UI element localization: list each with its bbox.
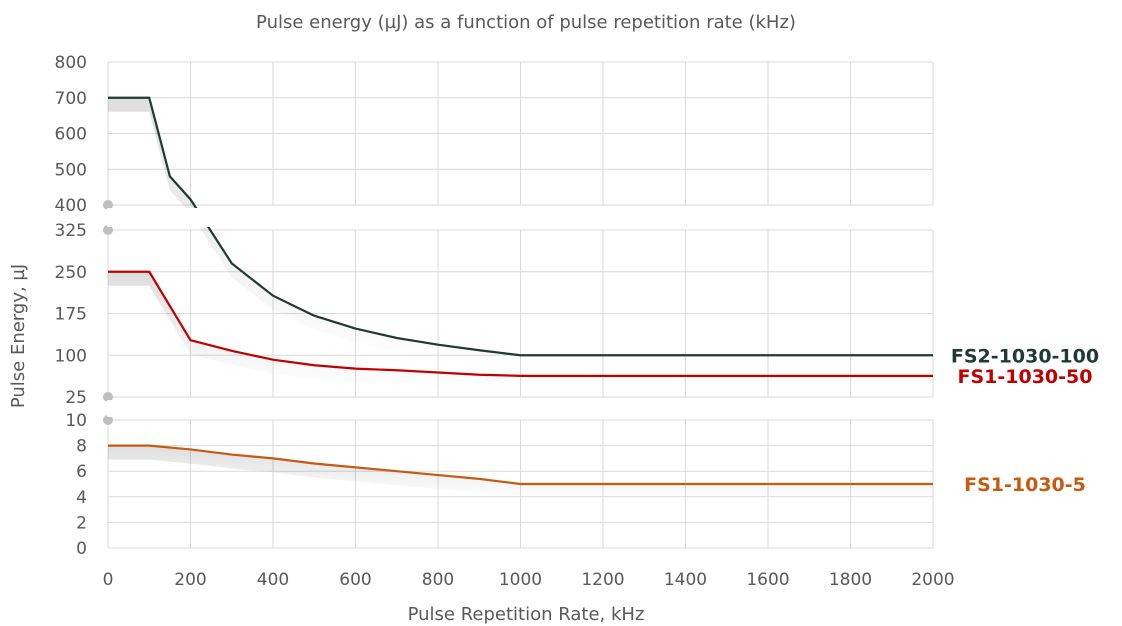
- y-tick-label: 6: [76, 462, 87, 482]
- chart-title: Pulse energy (µJ) as a function of pulse…: [256, 12, 796, 33]
- y-tick-label: 175: [55, 305, 87, 325]
- axis-break-marker: [103, 392, 113, 402]
- y-tick-label: 10: [65, 411, 87, 431]
- y-tick-label: 0: [76, 539, 87, 559]
- series-line-FS2-1030-100: [108, 96, 933, 357]
- x-tick-label: 1000: [499, 570, 542, 590]
- y-tick-label: 8: [76, 437, 87, 457]
- y-tick-label: 100: [55, 346, 87, 366]
- y-tick-label: 25: [65, 388, 87, 408]
- series-line-FS1-1030-5: [108, 444, 933, 486]
- x-axis-title: Pulse Repetition Rate, kHz: [408, 604, 645, 625]
- y-axis-title: Pulse Energy, µJ: [8, 264, 29, 408]
- series-lines: [107, 96, 934, 498]
- y-tick-label: 600: [55, 125, 87, 145]
- x-tick-label: 800: [422, 570, 454, 590]
- axis-break-marker: [103, 225, 113, 235]
- axis-break-marker: [103, 200, 113, 210]
- series-label: FS1-1030-5: [964, 474, 1086, 496]
- x-tick-label: 1400: [664, 570, 707, 590]
- y-tick-label: 800: [55, 53, 87, 73]
- gridlines: [103, 61, 934, 549]
- y-tick-label: 2: [76, 513, 87, 533]
- series-label: FS1-1030-50: [958, 366, 1093, 388]
- x-tick-label: 1600: [746, 570, 789, 590]
- y-tick-label: 500: [55, 160, 87, 180]
- series-shadow: [108, 271, 933, 390]
- x-tick-label: 400: [257, 570, 289, 590]
- x-tick-label: 2000: [911, 570, 954, 590]
- x-tick-label: 1800: [829, 570, 872, 590]
- x-tick-label: 1200: [581, 570, 624, 590]
- axis-break-gap: [107, 400, 934, 417]
- y-tick-label: 325: [55, 221, 87, 241]
- y-tick-label: 700: [55, 89, 87, 109]
- x-tick-label: 200: [174, 570, 206, 590]
- x-tick-label: 0: [103, 570, 114, 590]
- axis-break-marker: [103, 415, 113, 425]
- x-tick-label: 600: [339, 570, 371, 590]
- y-tick-label: 250: [55, 263, 87, 283]
- y-tick-label: 400: [55, 196, 87, 216]
- axis-break-gap: [107, 208, 934, 227]
- series-line-FS1-1030-50: [108, 270, 933, 377]
- y-tick-label: 4: [76, 488, 87, 508]
- series-label: FS2-1030-100: [951, 345, 1099, 367]
